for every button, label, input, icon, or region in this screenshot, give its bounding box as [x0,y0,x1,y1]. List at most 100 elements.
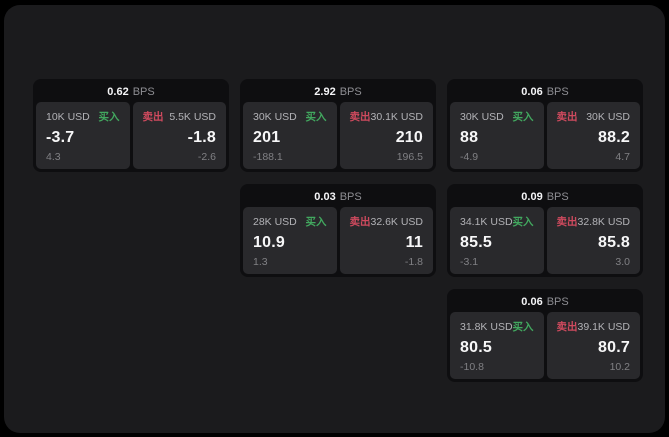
bps-unit-label: BPS [546,191,569,203]
bps-unit-label: BPS [546,296,569,308]
sell-tile[interactable]: 卖出 32.8K USD 85.8 3.0 [546,207,640,274]
buy-label-row: 30K USD 买入 [460,109,534,124]
buy-tile[interactable]: 34.1K USD 买入 85.5 -3.1 [450,207,544,274]
card-header: 0.03 BPS [243,187,433,207]
quote-card: 0.09 BPS 34.1K USD 买入 85.5 -3.1 卖出 32.8K… [447,184,643,277]
buy-price: 85.5 [460,233,492,251]
buy-label-row: 10K USD 买入 [46,109,120,124]
buy-delta: 4.3 [46,151,61,163]
buy-amount: 34.1K USD [460,216,513,228]
buy-delta: 1.3 [253,256,268,268]
sell-amount: 5.5K USD [169,111,216,123]
cards-grid: 0.62 BPS 10K USD 买入 -3.7 4.3 卖出 5.5K USD… [33,79,643,382]
quote-card: 0.06 BPS 30K USD 买入 88 -4.9 卖出 30K USD 8… [447,79,643,172]
buy-label-row: 30K USD 买入 [253,109,327,124]
bps-unit-label: BPS [339,86,362,98]
buy-amount: 31.8K USD [460,321,513,333]
bps-value: 2.92 [314,86,336,98]
sell-amount: 39.1K USD [577,321,631,333]
bps-value: 0.06 [521,86,543,98]
sell-label-row: 卖出 32.8K USD [557,214,631,229]
sell-tile[interactable]: 卖出 5.5K USD -1.8 -2.6 [132,102,226,169]
bps-value: 0.03 [314,191,336,203]
sell-label-row: 卖出 5.5K USD [143,109,217,124]
buy-tag: 买入 [98,111,120,123]
sell-price: 88.2 [598,128,630,146]
sell-delta: 4.7 [615,151,630,163]
sell-tag: 卖出 [556,321,578,333]
buy-amount: 10K USD [46,111,90,123]
sell-tile[interactable]: 卖出 39.1K USD 80.7 10.2 [546,312,640,379]
buy-tag: 买入 [512,216,534,228]
sell-price: -1.8 [187,128,216,146]
sell-tag: 卖出 [556,111,578,123]
sell-tag: 卖出 [556,216,578,228]
buy-amount: 30K USD [460,111,504,123]
buy-label-row: 28K USD 买入 [253,214,327,229]
sell-price: 210 [395,128,423,146]
sell-label-row: 卖出 30K USD [557,109,631,124]
buy-delta: -4.9 [460,151,479,163]
sell-delta: -1.8 [404,256,423,268]
buy-tag: 买入 [305,216,327,228]
quote-card: 0.62 BPS 10K USD 买入 -3.7 4.3 卖出 5.5K USD… [33,79,229,172]
buy-amount: 30K USD [253,111,297,123]
card-header: 0.09 BPS [450,187,640,207]
bps-unit-label: BPS [132,86,155,98]
buy-tile[interactable]: 31.8K USD 买入 80.5 -10.8 [450,312,544,379]
buy-price: 201 [253,128,281,146]
buy-price: -3.7 [46,128,75,146]
sell-label-row: 卖出 32.6K USD [350,214,424,229]
card-body: 31.8K USD 买入 80.5 -10.8 卖出 39.1K USD 80.… [450,312,640,379]
sell-label-row: 卖出 39.1K USD [557,319,631,334]
card-body: 30K USD 买入 201 -188.1 卖出 30.1K USD 210 1… [243,102,433,169]
buy-tile[interactable]: 30K USD 买入 201 -188.1 [243,102,337,169]
card-header: 0.62 BPS [36,82,226,102]
card-body: 28K USD 买入 10.9 1.3 卖出 32.6K USD 11 -1.8 [243,207,433,274]
sell-price: 11 [405,233,423,251]
sell-amount: 30.1K USD [370,111,424,123]
bps-value: 0.09 [521,191,543,203]
card-header: 0.06 BPS [450,82,640,102]
sell-tag: 卖出 [142,111,164,123]
buy-delta: -3.1 [460,256,479,268]
sell-tile[interactable]: 卖出 30K USD 88.2 4.7 [546,102,640,169]
sell-price: 85.8 [598,233,630,251]
sell-amount: 32.6K USD [370,216,424,228]
buy-label-row: 34.1K USD 买入 [460,214,534,229]
buy-tag: 买入 [512,321,534,333]
bps-value: 0.62 [107,86,129,98]
buy-label-row: 31.8K USD 买入 [460,319,534,334]
sell-delta: 10.2 [609,361,630,373]
buy-price: 80.5 [460,338,492,356]
card-body: 34.1K USD 买入 85.5 -3.1 卖出 32.8K USD 85.8… [450,207,640,274]
sell-tile[interactable]: 卖出 30.1K USD 210 196.5 [339,102,433,169]
card-header: 0.06 BPS [450,292,640,312]
quote-card: 0.06 BPS 31.8K USD 买入 80.5 -10.8 卖出 39.1… [447,289,643,382]
sell-delta: -2.6 [197,151,216,163]
buy-tile[interactable]: 28K USD 买入 10.9 1.3 [243,207,337,274]
buy-delta: -188.1 [253,151,283,163]
card-body: 30K USD 买入 88 -4.9 卖出 30K USD 88.2 4.7 [450,102,640,169]
sell-tile[interactable]: 卖出 32.6K USD 11 -1.8 [339,207,433,274]
sell-amount: 30K USD [586,111,630,123]
buy-price: 88 [460,128,479,146]
buy-amount: 28K USD [253,216,297,228]
buy-delta: -10.8 [460,361,484,373]
sell-price: 80.7 [598,338,630,356]
buy-tile[interactable]: 10K USD 买入 -3.7 4.3 [36,102,130,169]
buy-price: 10.9 [253,233,285,251]
buy-tag: 买入 [512,111,534,123]
sell-amount: 32.8K USD [577,216,631,228]
buy-tag: 买入 [305,111,327,123]
bps-value: 0.06 [521,296,543,308]
sell-delta: 196.5 [396,151,423,163]
sell-label-row: 卖出 30.1K USD [350,109,424,124]
quote-card: 2.92 BPS 30K USD 买入 201 -188.1 卖出 30.1K … [240,79,436,172]
bps-unit-label: BPS [546,86,569,98]
buy-tile[interactable]: 30K USD 买入 88 -4.9 [450,102,544,169]
quotes-panel: 0.62 BPS 10K USD 买入 -3.7 4.3 卖出 5.5K USD… [4,5,665,433]
card-header: 2.92 BPS [243,82,433,102]
bps-unit-label: BPS [339,191,362,203]
